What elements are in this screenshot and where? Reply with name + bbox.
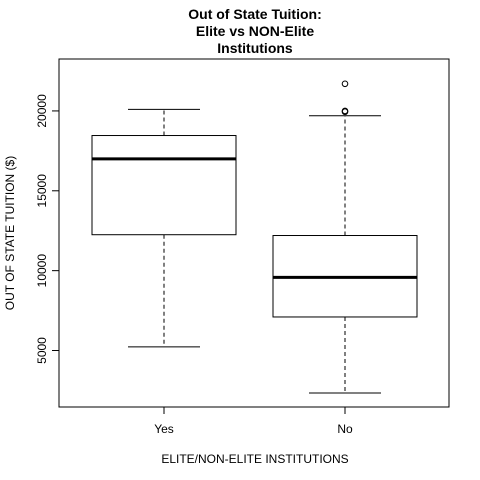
y-tick-label: 20000 [35, 94, 49, 128]
x-tick-label: No [337, 422, 353, 436]
outlier-point [341, 80, 349, 88]
chart-title-line-2: Elite vs NON-Elite [196, 23, 314, 39]
x-tick-label: Yes [154, 422, 174, 436]
y-tick-label: 10000 [35, 254, 49, 288]
iqr-box [91, 135, 237, 236]
y-axis-label: OUT OF STATE TUITION ($) [3, 156, 17, 310]
plot-frame [58, 58, 450, 408]
y-tick-label: 5000 [35, 337, 49, 364]
y-axis: 5000 10000 15000 20000 [35, 94, 59, 364]
chart-title-line-3: Institutions [217, 40, 293, 56]
x-axis-label: ELITE/NON-ELITE INSTITUTIONS [161, 452, 348, 466]
box-group [91, 80, 418, 394]
x-axis: Yes No [154, 407, 353, 436]
chart-title-line-1: Out of State Tuition: [188, 6, 322, 22]
outlier-point [341, 107, 349, 115]
y-tick-label: 15000 [35, 174, 49, 208]
